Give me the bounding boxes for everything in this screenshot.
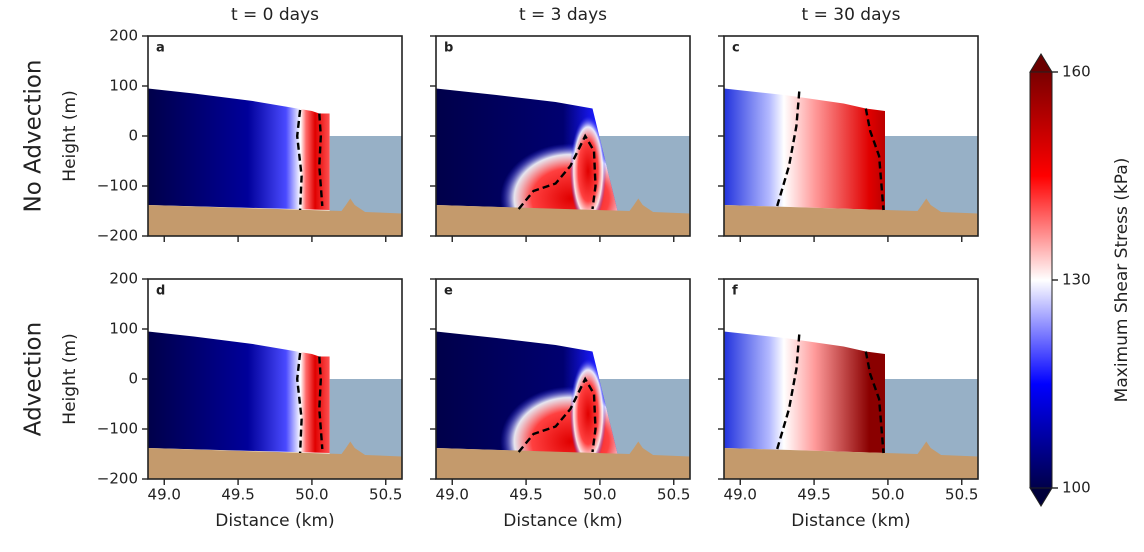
glacier [148, 88, 330, 210]
x-tick-label: 50.5 [945, 486, 978, 504]
contour [295, 352, 303, 454]
colorbar-tick-label: 130 [1062, 271, 1091, 289]
glacier [724, 88, 885, 210]
x-axis-label: Distance (km) [503, 511, 622, 531]
glacier [148, 331, 330, 453]
bed [436, 198, 690, 236]
x-tick-label: 50.5 [657, 486, 690, 504]
x-tick-label: 50.0 [583, 486, 616, 504]
bed [148, 198, 402, 236]
colorbar-tick-label: 160 [1062, 63, 1091, 81]
glacier [724, 331, 885, 453]
contour [517, 133, 597, 210]
contour [295, 109, 303, 211]
y-tick-label: 200 [109, 27, 138, 45]
panel-label: f [732, 284, 738, 299]
colorbar-tick-label: 100 [1062, 479, 1091, 497]
column-title: t = 3 days [519, 5, 607, 25]
x-tick-label: 49.0 [436, 486, 469, 504]
x-tick-label: 49.0 [148, 486, 181, 504]
contour [776, 333, 801, 450]
panel-label: d [156, 284, 165, 299]
contour [318, 356, 324, 450]
x-tick-label: 49.5 [221, 486, 254, 504]
y-tick-label: 0 [128, 127, 138, 145]
y-tick-label: 0 [128, 370, 138, 388]
panel-label: e [444, 284, 453, 299]
y-axis-label: Height (m) [60, 90, 80, 181]
x-tick-label: 49.0 [724, 486, 757, 504]
y-tick-label: −100 [97, 177, 138, 195]
y-tick-label: 200 [109, 270, 138, 288]
y-tick-label: 100 [109, 320, 138, 338]
panel-label: c [732, 41, 740, 56]
x-tick-label: 50.5 [369, 486, 402, 504]
x-axis-label: Distance (km) [791, 511, 910, 531]
bed [436, 441, 690, 479]
stress-blob [570, 116, 607, 211]
stress-blob [570, 359, 607, 454]
row-label: Advection [21, 322, 47, 436]
colorbar-extend-bottom [1029, 487, 1053, 507]
contour [517, 376, 597, 453]
y-tick-label: −200 [97, 227, 138, 245]
colorbar-extend-top [1029, 53, 1053, 73]
x-tick-label: 50.0 [295, 486, 328, 504]
row-label: No Advection [21, 60, 47, 213]
contour [864, 108, 885, 211]
contour [318, 113, 324, 207]
contour [776, 90, 801, 207]
panel-label: a [156, 41, 165, 56]
colorbar [1029, 71, 1053, 489]
y-axis-label: Height (m) [60, 333, 80, 424]
bed [148, 441, 402, 479]
column-title: t = 0 days [231, 5, 319, 25]
column-title: t = 30 days [802, 5, 901, 25]
bed [724, 198, 978, 236]
x-tick-label: 49.5 [509, 486, 542, 504]
y-tick-label: −200 [97, 470, 138, 488]
contour [864, 351, 885, 454]
bed [724, 441, 978, 479]
panel-label: b [444, 41, 453, 56]
x-axis-label: Distance (km) [215, 511, 334, 531]
x-tick-label: 49.5 [797, 486, 830, 504]
x-tick-label: 50.0 [871, 486, 904, 504]
colorbar-label: Maximum Shear Stress (kPa) [1112, 158, 1132, 403]
y-tick-label: −100 [97, 420, 138, 438]
y-tick-label: 100 [109, 77, 138, 95]
